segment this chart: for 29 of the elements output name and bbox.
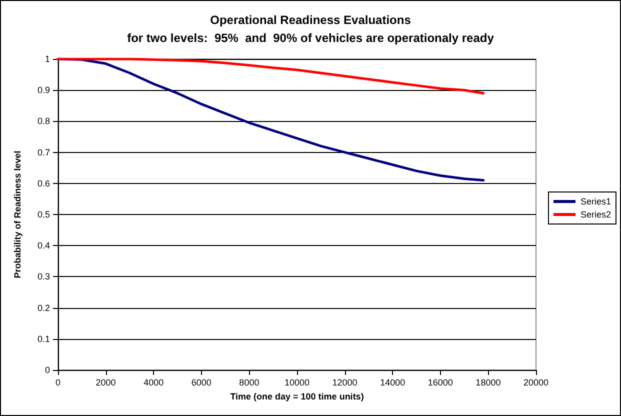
y-tick-label: 0 — [44, 365, 50, 375]
legend-label: Series1 — [580, 196, 611, 206]
x-tick-label: 14000 — [380, 378, 406, 388]
chart-subtitle: for two levels: 95% and 90% of vehicles are operationaly ready — [127, 31, 494, 45]
y-axis-title: Probability of Readiness level — [12, 150, 22, 278]
x-tick-label: 6000 — [191, 378, 212, 388]
y-tick-label: 0.2 — [37, 302, 50, 313]
y-tick-label: 0.7 — [37, 147, 50, 158]
x-tick-label: 12000 — [332, 378, 358, 388]
y-tick-label: 1 — [44, 54, 50, 64]
y-tick-label: 0.4 — [37, 240, 50, 251]
x-tick-label: 8000 — [239, 378, 260, 388]
y-tick-label: 0.5 — [37, 210, 50, 220]
x-tick-label: 18000 — [476, 378, 501, 388]
chart-title: Operational Readiness Evaluations — [210, 13, 412, 27]
x-axis-title: Time (one day = 100 time units) — [230, 392, 364, 402]
legend-label: Series2 — [580, 210, 611, 220]
x-tick-label: 2000 — [96, 378, 116, 388]
y-tick-label: 0.1 — [37, 334, 50, 344]
y-tick-label: 0.3 — [37, 272, 50, 282]
x-tick-label: 16000 — [428, 378, 453, 388]
y-tick-label: 0.8 — [37, 116, 50, 126]
y-tick-label: 0.9 — [37, 85, 50, 96]
x-tick-label: 4000 — [144, 378, 164, 388]
line-series — [56, 58, 485, 94]
x-tick-label: 10000 — [284, 378, 310, 388]
y-tick-label: 0.6 — [37, 178, 50, 188]
x-tick-label: 20000 — [523, 378, 549, 388]
x-tick-label: 0 — [55, 378, 61, 388]
